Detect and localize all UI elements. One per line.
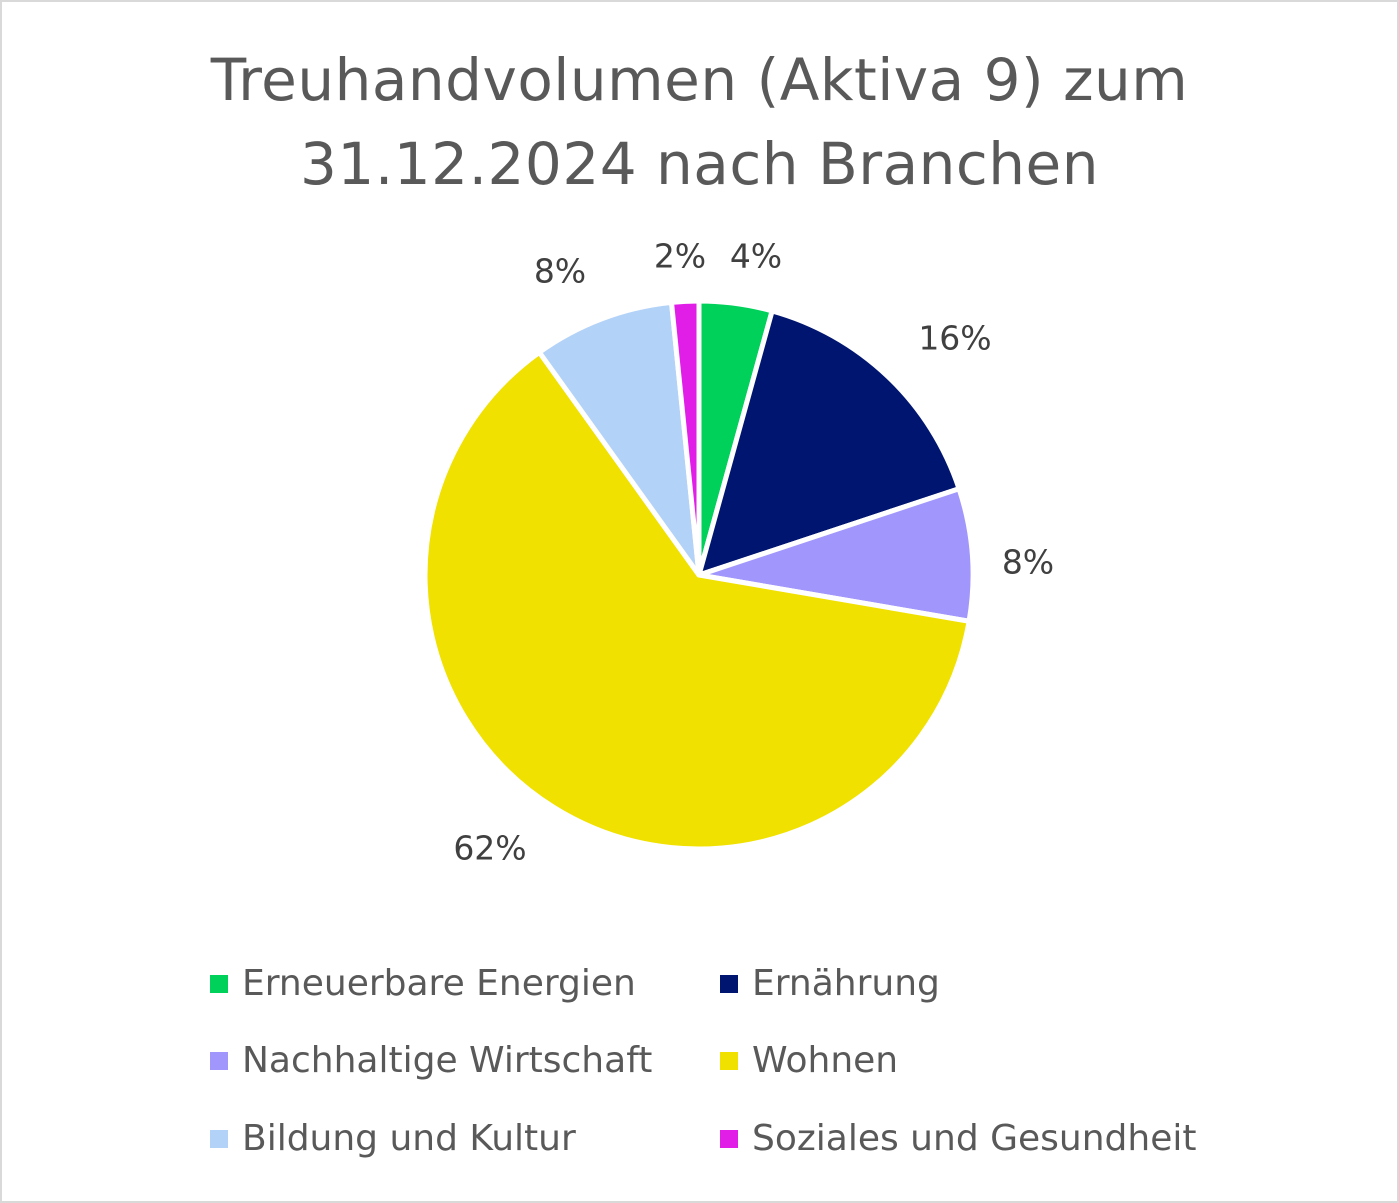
chart-title-line-2: 31.12.2024 nach Branchen — [300, 130, 1099, 198]
data-label-bildung-und-kultur: 8% — [534, 252, 586, 291]
chart-title-line-1: Treuhandvolumen (Aktiva 9) zum — [210, 46, 1189, 114]
data-label-nachhaltige-wirtschaft: 8% — [1002, 543, 1054, 582]
pie-slice-bildung-und-kultur — [536, 299, 702, 578]
data-label-wohnen: 62% — [453, 829, 526, 868]
pie-slice-wohnen — [422, 349, 972, 852]
data-label-ernaehrung: 16% — [918, 319, 991, 358]
data-label-soziales-und-gesundheit: 2% — [654, 237, 706, 276]
data-label-erneuerbare-energien: 4% — [730, 237, 782, 276]
pie-slice-nachhaltige-wirtschaft — [696, 486, 976, 624]
pie-slices — [422, 298, 976, 852]
chart-title: Treuhandvolumen (Aktiva 9) zum 31.12.202… — [0, 38, 1399, 206]
pie-labels: 4% 16% 8% 62% 8% 2% — [453, 237, 1054, 868]
pie-slice-soziales-und-gesundheit — [669, 298, 702, 578]
